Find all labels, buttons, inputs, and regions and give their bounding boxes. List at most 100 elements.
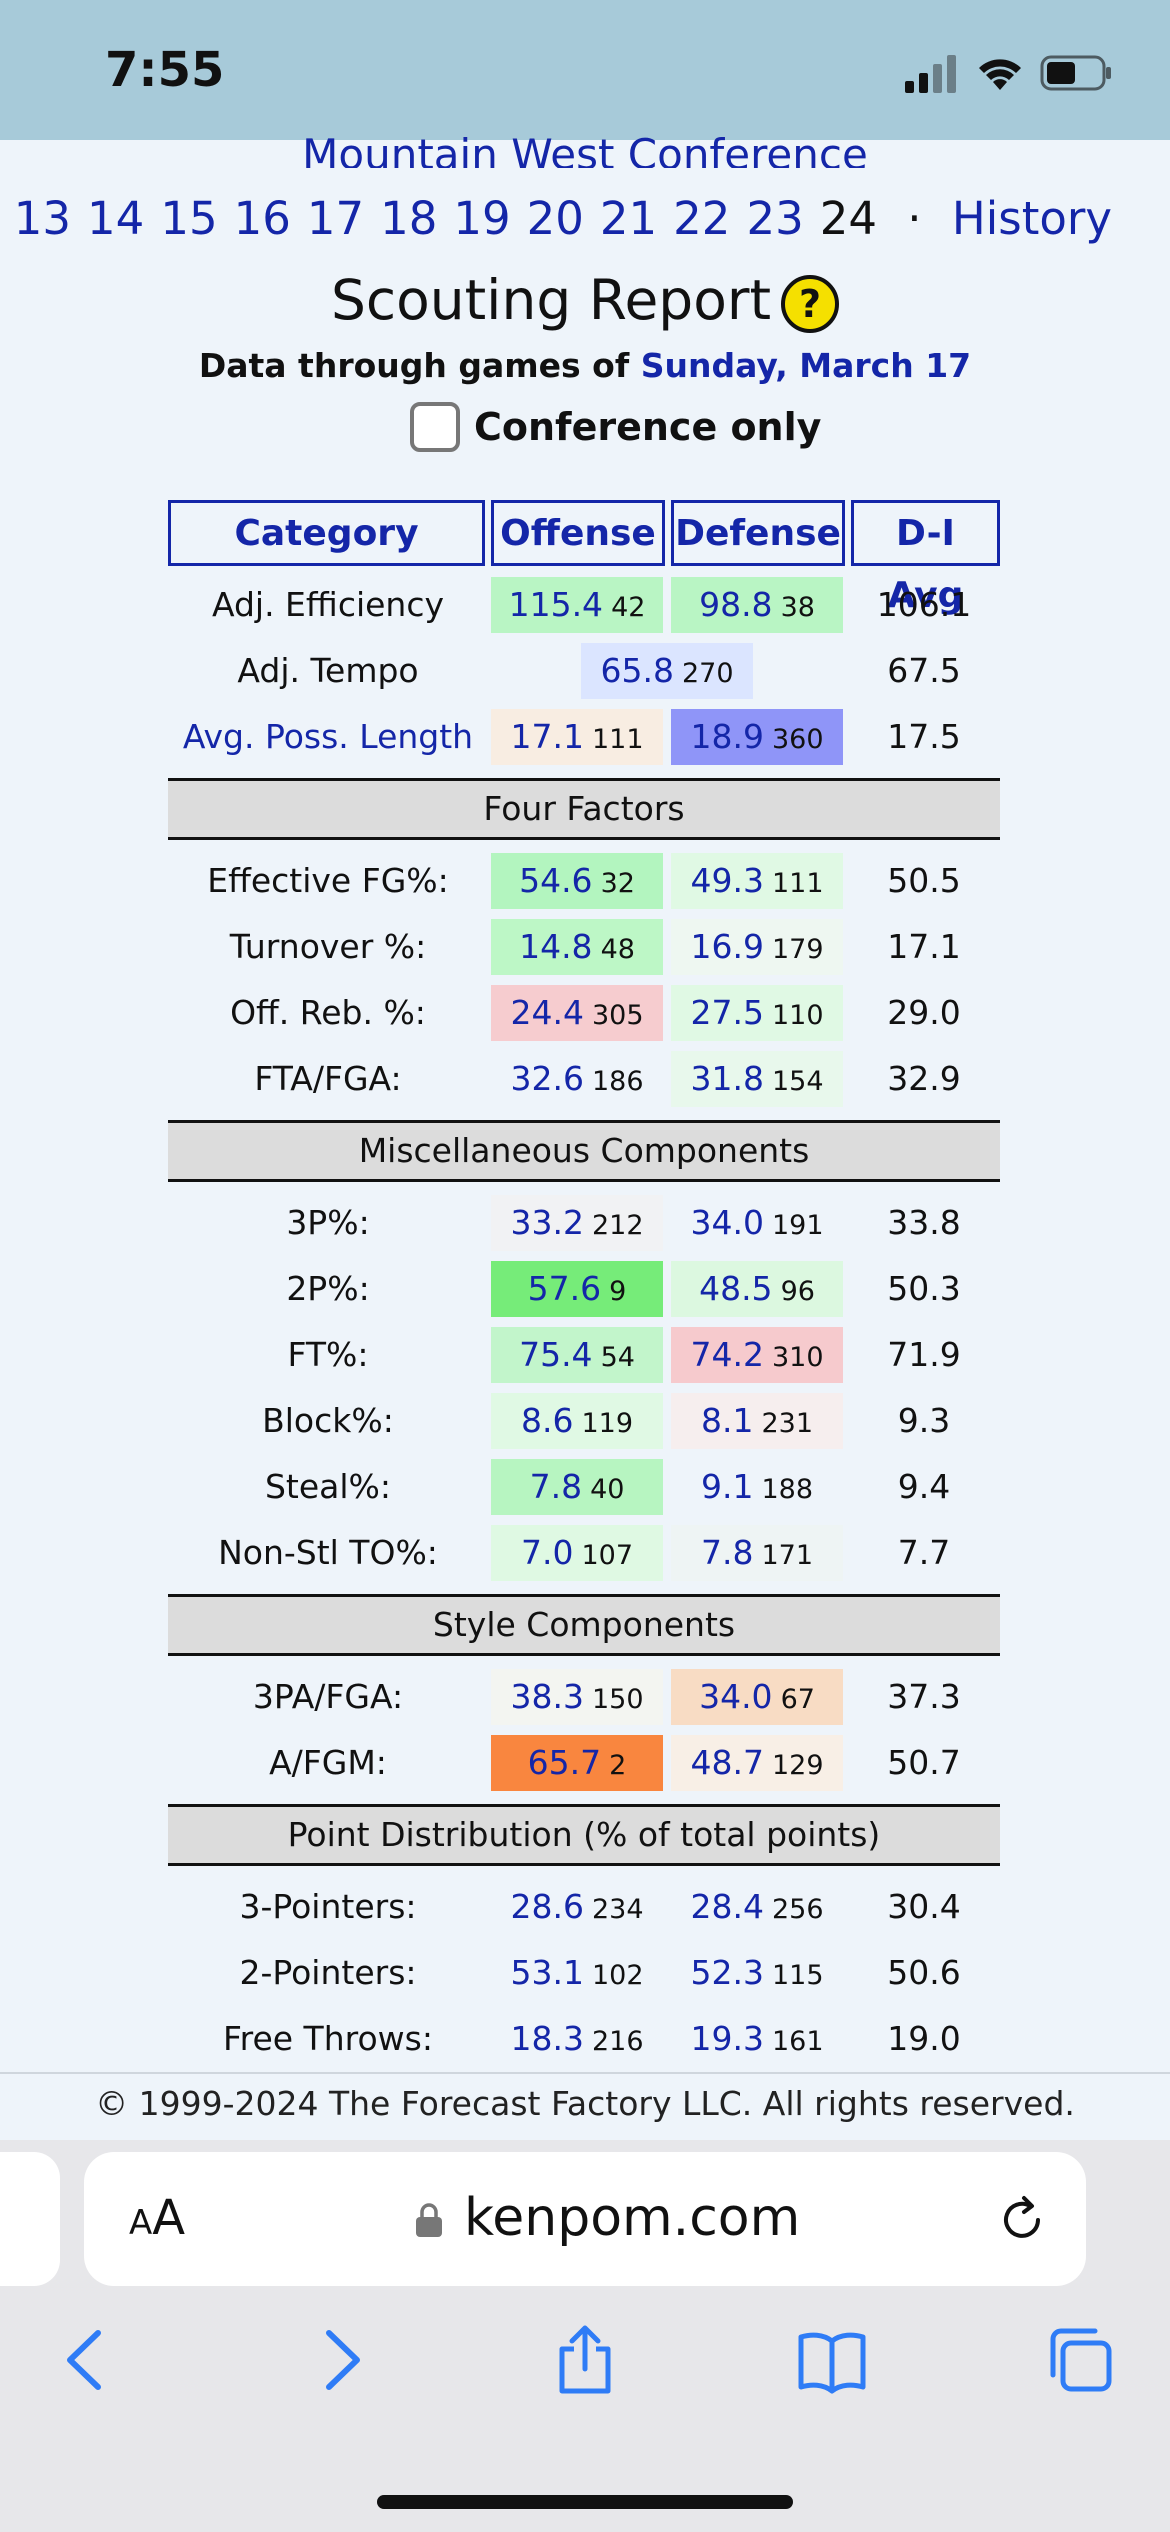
- table-row: Free Throws: 18.3 216 19.3 161 19.0: [168, 2006, 1000, 2072]
- share-icon[interactable]: [550, 2325, 620, 2395]
- address-bar[interactable]: AA kenpom.com: [84, 2152, 1086, 2286]
- table-row: A/FGM: 65.7 2 48.7 129 50.7: [168, 1730, 1000, 1796]
- section-header: Miscellaneous Components: [168, 1120, 1000, 1182]
- offense-cell-value[interactable]: 17.1: [510, 717, 584, 756]
- offense-cell-value[interactable]: 65.7: [527, 1743, 602, 1782]
- defense-cell-value[interactable]: 34.0: [690, 1203, 764, 1242]
- season-link[interactable]: 14: [87, 192, 145, 245]
- previous-tab-preview[interactable]: [0, 2152, 60, 2286]
- defense-cell-rank: 171: [761, 1540, 814, 1571]
- row-label: Effective FG%:: [207, 861, 449, 900]
- conference-link[interactable]: Mountain West Conference: [302, 130, 868, 168]
- header-defense[interactable]: Defense: [671, 500, 845, 566]
- defense-cell-value[interactable]: 34.0: [699, 1677, 773, 1716]
- defense-cell-value[interactable]: 19.3: [690, 2019, 764, 2058]
- defense-cell-value[interactable]: 8.1: [700, 1401, 754, 1440]
- defense-cell-value[interactable]: 7.8: [700, 1533, 754, 1572]
- d1-avg-cell: 17.5: [887, 717, 961, 756]
- bookmarks-icon[interactable]: [797, 2325, 867, 2395]
- row-label: A/FGM:: [269, 1743, 387, 1782]
- season-link[interactable]: 15: [160, 192, 218, 245]
- season-link[interactable]: 22: [673, 192, 731, 245]
- d1-avg-cell: 7.7: [897, 1533, 951, 1572]
- offense-cell-value[interactable]: 28.6: [510, 1887, 584, 1926]
- season-link[interactable]: 17: [306, 192, 365, 245]
- defense-cell: 48.7 129: [671, 1735, 843, 1791]
- offense-cell: 14.8 48: [491, 919, 663, 975]
- offense-cell-value[interactable]: 14.8: [519, 927, 593, 966]
- cellular-signal-icon: [905, 55, 956, 93]
- offense-cell-value[interactable]: 24.4: [510, 993, 584, 1032]
- offense-cell-value[interactable]: 53.1: [510, 1953, 584, 1992]
- forward-icon[interactable]: [305, 2325, 375, 2395]
- offense-cell-value[interactable]: 7.8: [529, 1467, 583, 1506]
- offense-cell-value[interactable]: 38.3: [510, 1677, 584, 1716]
- tabs-icon[interactable]: [1045, 2325, 1115, 2395]
- offense-cell-value[interactable]: 32.6: [510, 1059, 584, 1098]
- defense-cell-value[interactable]: 48.7: [690, 1743, 764, 1782]
- data-through-date-link[interactable]: Sunday, March 17: [640, 346, 972, 385]
- table-header: Category Offense Defense D-I Avg: [168, 500, 1000, 616]
- defense-cell-value[interactable]: 48.5: [699, 1269, 773, 1308]
- row-label: 3PA/FGA:: [252, 1677, 404, 1716]
- defense-cell-value[interactable]: 31.8: [690, 1059, 764, 1098]
- d1-avg-cell: 37.3: [887, 1677, 961, 1716]
- table-row: Off. Reb. %: 24.4 305 27.5 110 29.0: [168, 980, 1000, 1046]
- season-link[interactable]: 19: [453, 192, 511, 245]
- offense-cell-value[interactable]: 75.4: [519, 1335, 593, 1374]
- table-row: Turnover %: 14.8 48 16.9 179 17.1: [168, 914, 1000, 980]
- reload-icon[interactable]: [994, 2192, 1050, 2248]
- offense-cell-value[interactable]: 18.3: [510, 2019, 584, 2058]
- table-row: 3P%: 33.2 212 34.0 191 33.8: [168, 1190, 1000, 1256]
- season-link[interactable]: 13: [13, 192, 72, 245]
- defense-cell-value[interactable]: 9.1: [700, 1467, 754, 1506]
- defense-cell-value[interactable]: 27.5: [690, 993, 764, 1032]
- header-offense[interactable]: Offense: [491, 500, 665, 566]
- table-row: FT%: 75.4 54 74.2 310 71.9: [168, 1322, 1000, 1388]
- season-link[interactable]: 18: [380, 192, 438, 245]
- tempo-cell-rank: 270: [681, 658, 734, 689]
- table-row: Adj. Tempo 65.8 270 67.5: [168, 638, 1000, 704]
- season-link[interactable]: 21: [599, 192, 658, 245]
- tempo-cell-value[interactable]: 65.8: [600, 651, 674, 690]
- defense-cell-value[interactable]: 28.4: [690, 1887, 764, 1926]
- season-link[interactable]: 23: [746, 192, 804, 245]
- defense-cell-value[interactable]: 98.8: [699, 585, 773, 624]
- defense-cell-rank: 154: [771, 1066, 824, 1097]
- defense-cell-rank: 310: [771, 1342, 824, 1373]
- offense-cell-value[interactable]: 57.6: [527, 1269, 602, 1308]
- help-icon[interactable]: ?: [781, 274, 840, 333]
- defense-cell-rank: 360: [771, 724, 824, 755]
- table-row: Effective FG%: 54.6 32 49.3 111 50.5: [168, 848, 1000, 914]
- defense-cell-value[interactable]: 52.3: [690, 1953, 764, 1992]
- offense-cell-value[interactable]: 115.4: [508, 585, 604, 624]
- defense-cell-value[interactable]: 74.2: [690, 1335, 764, 1374]
- url-text[interactable]: kenpom.com: [464, 2188, 801, 2248]
- offense-cell: 28.6 234: [491, 1879, 663, 1935]
- offense-cell-value[interactable]: 33.2: [510, 1203, 584, 1242]
- offense-cell-rank: 107: [581, 1540, 634, 1571]
- defense-cell-value[interactable]: 18.9: [690, 717, 764, 756]
- defense-cell-value[interactable]: 49.3: [690, 861, 764, 900]
- offense-cell-rank: 216: [591, 2026, 644, 2057]
- back-icon[interactable]: [52, 2325, 122, 2395]
- season-link[interactable]: 20: [526, 192, 584, 245]
- header-category[interactable]: Category: [168, 500, 485, 566]
- offense-cell-value[interactable]: 8.6: [520, 1401, 574, 1440]
- conference-only-toggle[interactable]: Conference only: [410, 402, 821, 452]
- offense-cell-value[interactable]: 54.6: [519, 861, 593, 900]
- season-link[interactable]: 16: [233, 192, 291, 245]
- d1-avg-cell: 30.4: [887, 1887, 961, 1926]
- row-label: Adj. Tempo: [237, 651, 419, 690]
- reader-settings-button[interactable]: AA: [129, 2190, 186, 2246]
- defense-cell-rank: 96: [780, 1276, 815, 1307]
- offense-cell-value[interactable]: 7.0: [520, 1533, 574, 1572]
- defense-cell-value[interactable]: 16.9: [690, 927, 764, 966]
- history-link[interactable]: History: [951, 192, 1112, 245]
- row-label[interactable]: Avg. Poss. Length: [182, 717, 474, 756]
- header-d1-avg[interactable]: D-I Avg: [851, 500, 1000, 616]
- defense-cell: 27.5 110: [671, 985, 843, 1041]
- conference-only-checkbox[interactable]: [410, 402, 460, 452]
- defense-cell-rank: 179: [771, 934, 824, 965]
- page-title-row: Scouting Report?: [0, 268, 1170, 333]
